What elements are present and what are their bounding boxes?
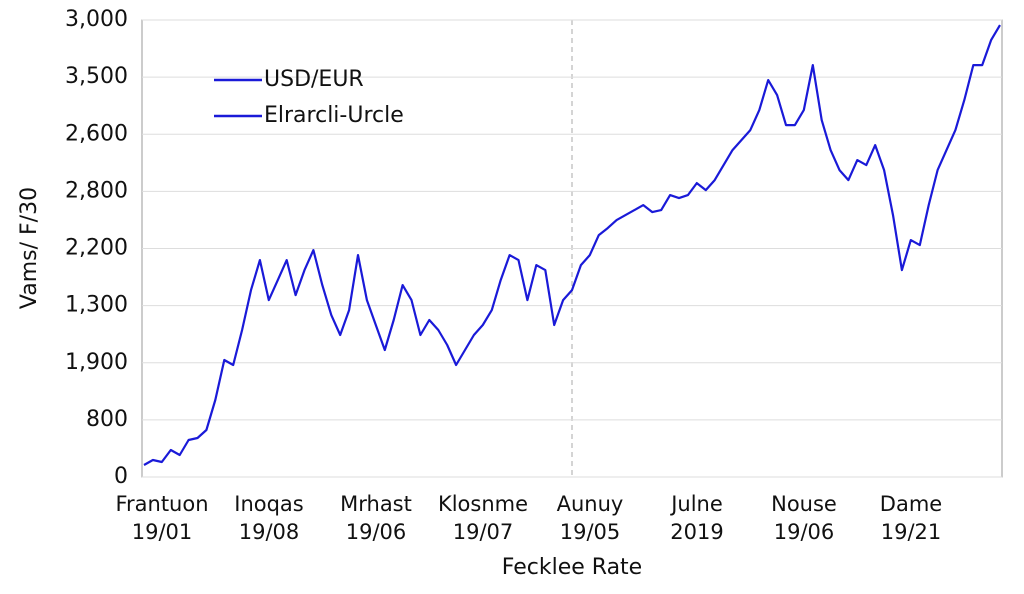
y-tick-label: 3,000 xyxy=(65,7,128,32)
data-line xyxy=(143,24,1001,466)
x-tick-label: Aunuy 19/05 xyxy=(556,492,624,544)
x-axis-label: Fecklee Rate xyxy=(502,555,642,580)
x-tick-label: Dame 19/21 xyxy=(879,492,943,544)
y-tick-label: 800 xyxy=(86,407,128,432)
y-tick-label: 3,500 xyxy=(65,64,128,89)
x-tick-label: Inoqas 19/08 xyxy=(234,492,304,544)
legend-label: USD/EUR xyxy=(264,67,364,92)
x-tick-label: Julne 2019 xyxy=(670,492,724,544)
x-tick-label: Klosnme 19/07 xyxy=(437,492,529,544)
y-tick-label: 2,600 xyxy=(65,121,128,146)
y-tick-label: 1,300 xyxy=(65,293,128,318)
y-tick-label: 2,800 xyxy=(65,178,128,203)
x-tick-label: Mrhast 19/06 xyxy=(340,492,412,544)
y-tick-label: 0 xyxy=(114,464,128,489)
legend-label: Elrarcli-Urcle xyxy=(264,103,404,128)
x-tick-label: Nouse 19/06 xyxy=(771,492,837,544)
y-tick-label: 2,200 xyxy=(65,236,128,261)
x-tick-label: Frantuon 19/01 xyxy=(115,492,209,544)
y-tick-label: 1,900 xyxy=(65,350,128,375)
y-axis-label: Vams/ F/30 xyxy=(17,187,42,309)
